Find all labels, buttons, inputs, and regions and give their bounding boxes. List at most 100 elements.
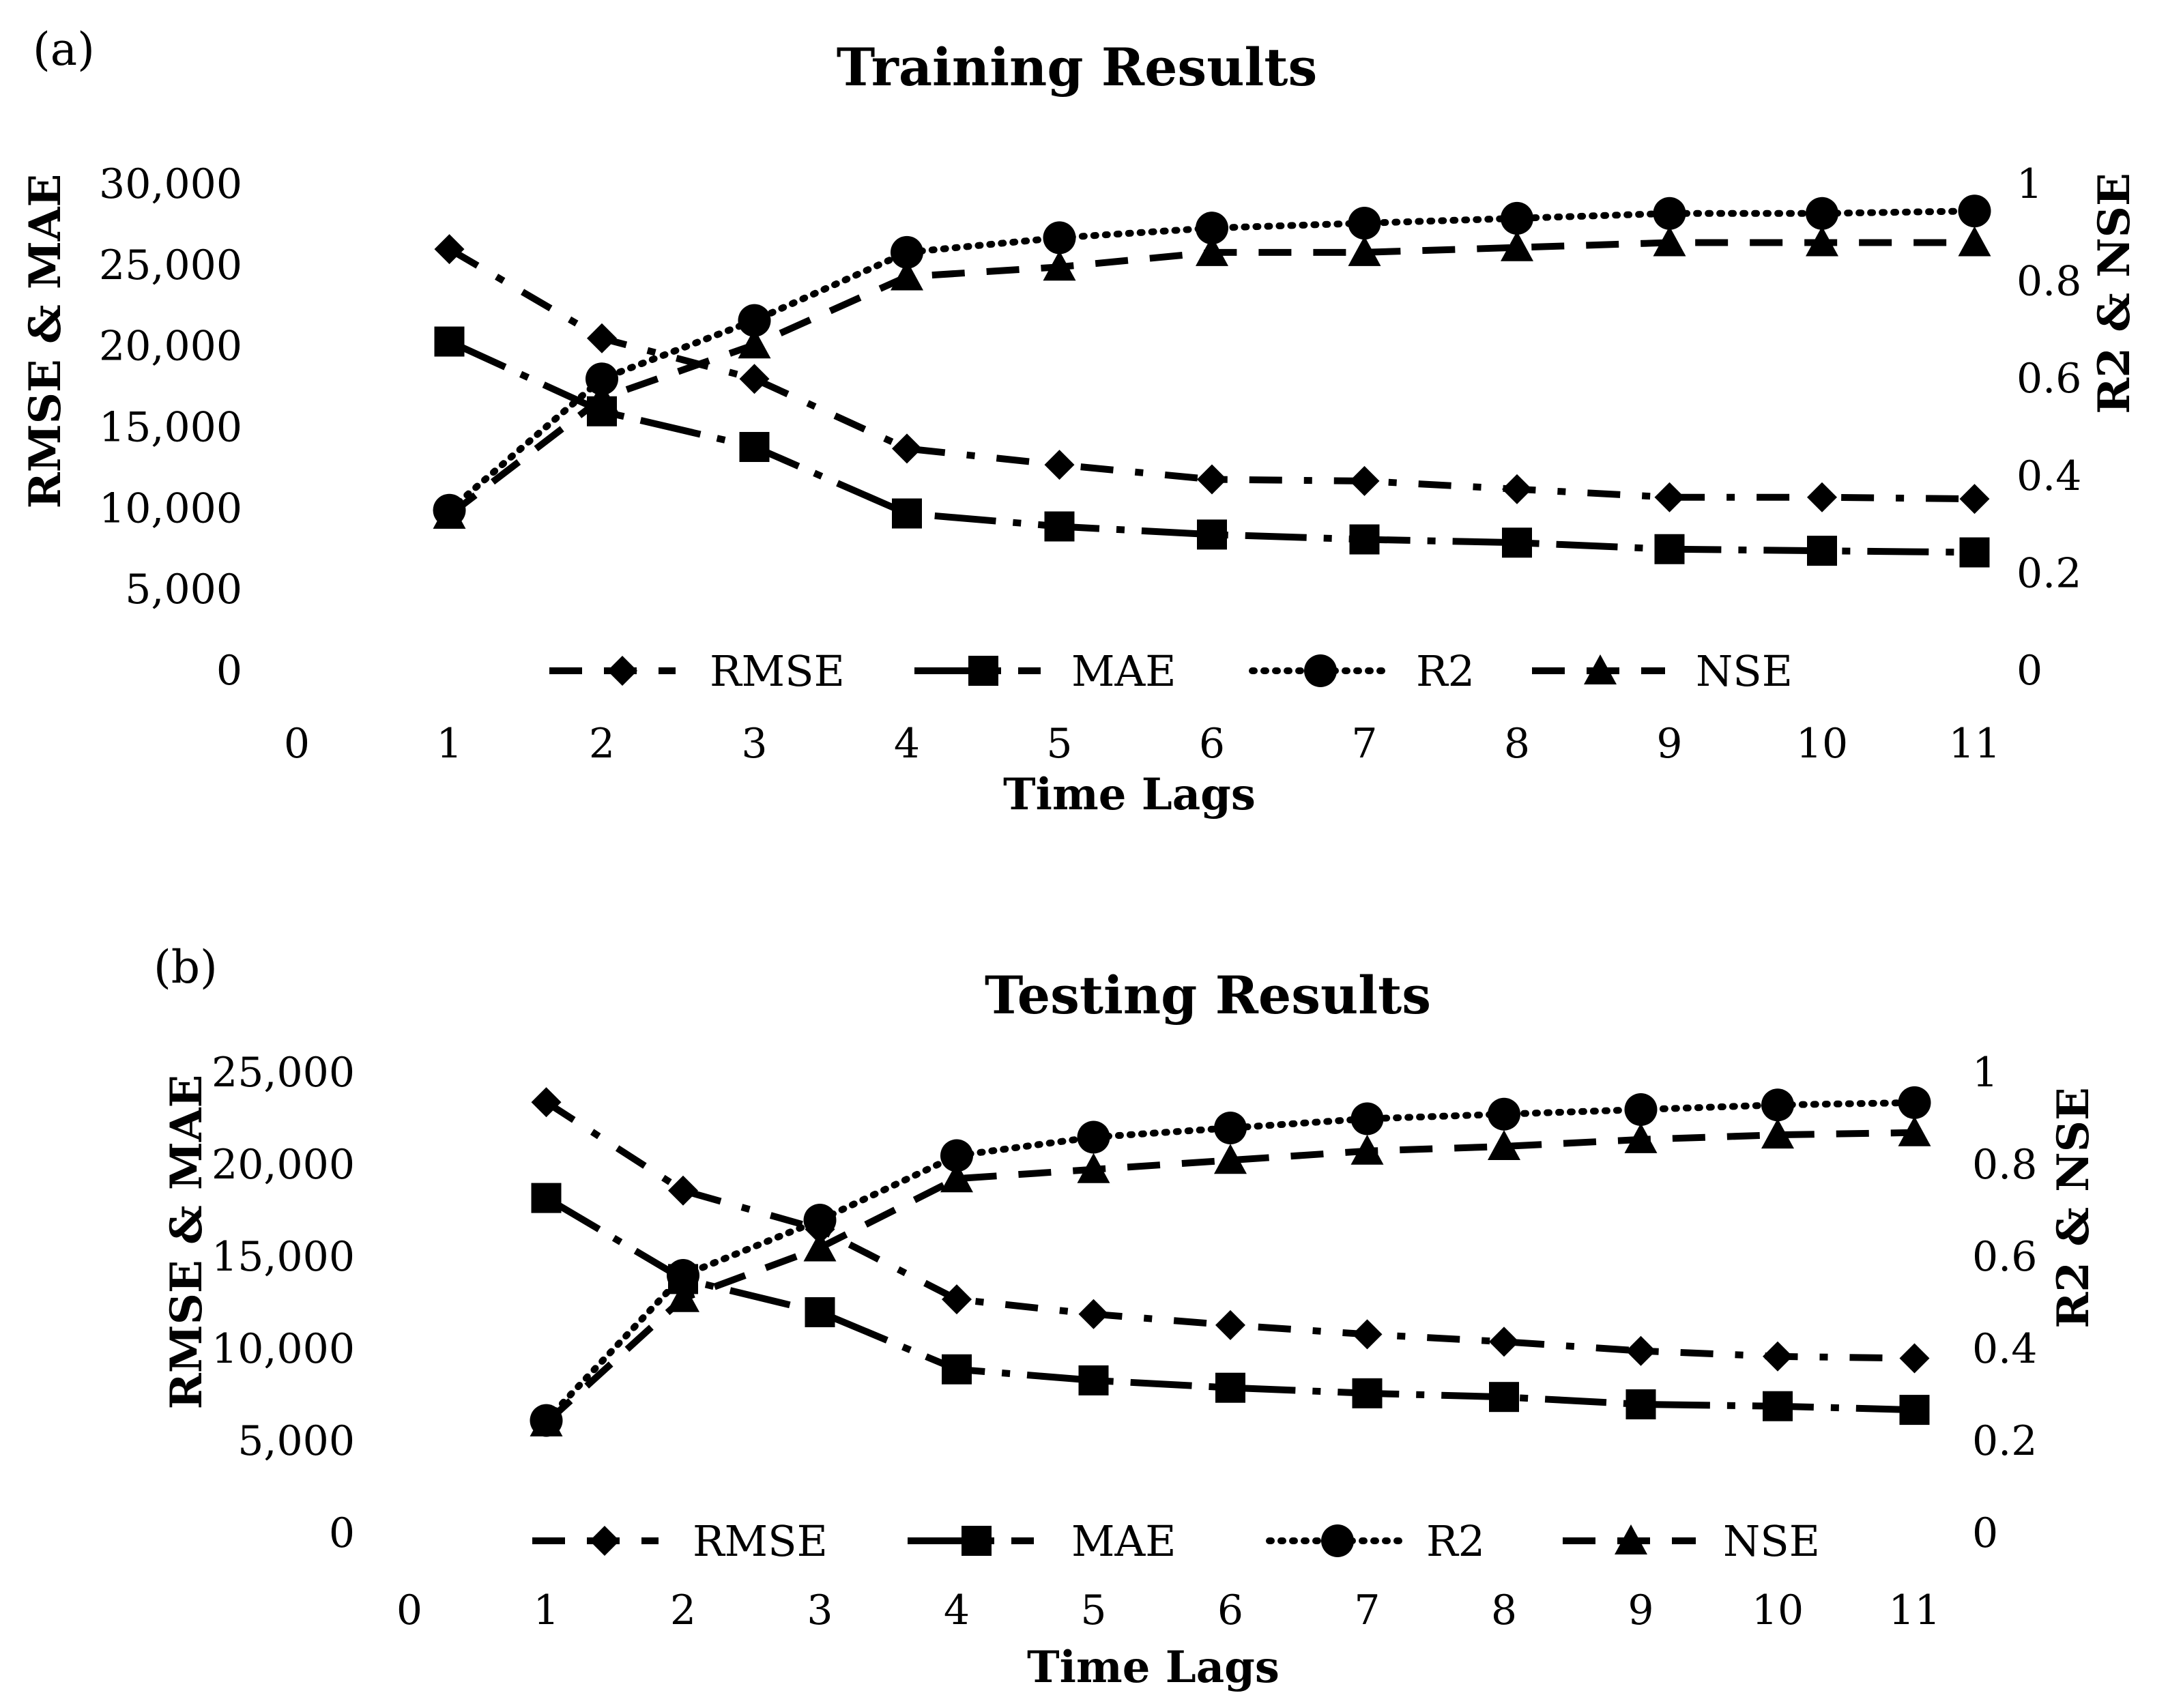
x-tick-label: 6 — [1217, 1587, 1243, 1634]
x-tick-label: 10 — [1796, 720, 1848, 768]
y-right-tick-label: 0.4 — [1972, 1325, 2037, 1373]
legend-item-rmse: RMSE — [549, 646, 845, 696]
y-left-tick-label: 0 — [216, 647, 242, 695]
x-tick-label: 11 — [1888, 1587, 1940, 1634]
data-point-r2 — [667, 1259, 699, 1292]
data-point-rmse — [434, 234, 465, 265]
data-point-rmse — [531, 1087, 562, 1118]
legend-label-mae: MAE — [1071, 646, 1176, 696]
data-point-rmse — [1352, 1319, 1383, 1350]
data-point-nse — [1958, 226, 1991, 257]
y-left-ticks-training: 0 5,000 10,000 15,000 20,000 25,000 30,000 — [99, 160, 242, 695]
x-tick-label: 3 — [741, 720, 767, 768]
data-point-r2 — [1043, 221, 1076, 255]
data-point-r2 — [1806, 197, 1838, 230]
data-point-nse — [738, 328, 771, 359]
chart-title-training: Training Results — [837, 37, 1317, 98]
y-right-tick-label: 0 — [2017, 647, 2042, 695]
data-point-mae — [1197, 519, 1227, 550]
legend-label-r2: R2 — [1426, 1516, 1485, 1566]
x-tick-label: 9 — [1628, 1587, 1653, 1634]
x-tick-label: 11 — [1948, 720, 2000, 768]
y-left-tick-label: 20,000 — [99, 323, 242, 371]
data-point-r2 — [1653, 197, 1686, 230]
y-right-tick-label: 0.6 — [1972, 1233, 2037, 1281]
chart-training: (a) Training Results Time Lags RMSE & MA… — [20, 23, 2140, 820]
legend-item-mae: MAE — [914, 646, 1176, 696]
data-point-mae — [739, 432, 770, 463]
legend-training: RMSE MAE R2 NSE — [549, 646, 1793, 696]
data-point-mae — [892, 498, 922, 529]
data-point-nse — [667, 1282, 699, 1312]
data-point-mae — [1654, 534, 1685, 564]
data-point-mae — [531, 1183, 562, 1213]
data-point-r2 — [1898, 1086, 1931, 1119]
data-point-mae — [434, 326, 465, 357]
legend-marker-triangle — [1615, 1524, 1647, 1554]
y-right-tick-label: 0.2 — [1972, 1417, 2037, 1465]
data-point-nse — [1196, 235, 1228, 266]
data-point-mae — [1349, 524, 1380, 555]
x-tick-label: 1 — [436, 720, 462, 768]
y-left-tick-label: 30,000 — [99, 160, 242, 208]
data-point-rmse — [1625, 1335, 1656, 1366]
data-point-r2 — [940, 1139, 973, 1172]
y-right-axis-title-training: R2 & NSE — [2089, 173, 2140, 414]
data-point-mae — [1352, 1378, 1383, 1408]
legend-item-r2: R2 — [1266, 1516, 1485, 1566]
data-point-r2 — [586, 362, 618, 396]
data-point-nse — [586, 381, 618, 412]
x-tick-label: 8 — [1504, 720, 1530, 768]
series-line-nse — [544, 1129, 1915, 1425]
legend-marker-triangle — [1584, 654, 1617, 684]
x-tick-label: 3 — [807, 1587, 833, 1634]
legend-item-rmse: RMSE — [532, 1516, 828, 1566]
data-point-r2 — [891, 235, 923, 269]
data-point-mae — [942, 1354, 972, 1385]
x-tick-label: 1 — [533, 1587, 559, 1634]
x-tick-label: 4 — [944, 1587, 970, 1634]
y-right-tick-label: 1 — [2017, 160, 2042, 208]
data-point-r2 — [1958, 194, 1991, 228]
y-left-ticks-testing: 0 5,000 10,000 15,000 20,000 25,000 — [212, 1049, 355, 1557]
legend-label-r2: R2 — [1416, 646, 1475, 696]
data-point-rmse — [1502, 474, 1532, 504]
data-point-r2 — [1077, 1120, 1110, 1154]
legend-label-mae: MAE — [1071, 1516, 1176, 1566]
x-tick-label: 7 — [1351, 720, 1377, 768]
data-point-rmse — [1763, 1341, 1793, 1372]
data-point-rmse — [739, 364, 770, 394]
legend-marker-diamond — [607, 656, 637, 686]
legend-item-nse: NSE — [1532, 646, 1793, 696]
data-point-nse — [1488, 1130, 1520, 1160]
data-point-r2 — [1350, 1102, 1384, 1135]
legend-marker-diamond — [590, 1526, 620, 1556]
x-tick-label: 9 — [1656, 720, 1682, 768]
legend-label-rmse: RMSE — [710, 646, 845, 696]
data-point-nse — [1898, 1116, 1931, 1146]
legend-label-rmse: RMSE — [693, 1516, 828, 1566]
data-point-r2 — [803, 1204, 837, 1236]
data-point-nse — [1501, 231, 1533, 261]
y-right-tick-label: 0 — [1972, 1509, 1998, 1557]
series-line-mae — [448, 338, 1975, 556]
data-point-mae — [1899, 1395, 1930, 1425]
data-point-mae — [1502, 527, 1532, 558]
series-line-rmse — [447, 246, 1975, 503]
panel-label-b: (b) — [154, 941, 218, 994]
x-tick-label: 7 — [1354, 1587, 1380, 1634]
y-left-tick-label: 15,000 — [99, 404, 242, 452]
data-point-mae — [1215, 1372, 1245, 1403]
data-point-rmse — [1215, 1309, 1245, 1340]
legend-item-mae: MAE — [908, 1516, 1176, 1566]
y-left-tick-label: 0 — [329, 1509, 355, 1557]
legend-item-nse: NSE — [1563, 1516, 1820, 1566]
y-left-axis-title-training: RMSE & MAE — [20, 174, 71, 509]
x-tick-label: 0 — [284, 720, 310, 768]
data-point-mae — [1078, 1365, 1109, 1395]
legend-marker-square — [968, 656, 998, 686]
x-axis-title-training: Time Lags — [1003, 769, 1256, 820]
series-testing — [530, 1086, 1931, 1437]
data-point-r2 — [1348, 207, 1381, 240]
